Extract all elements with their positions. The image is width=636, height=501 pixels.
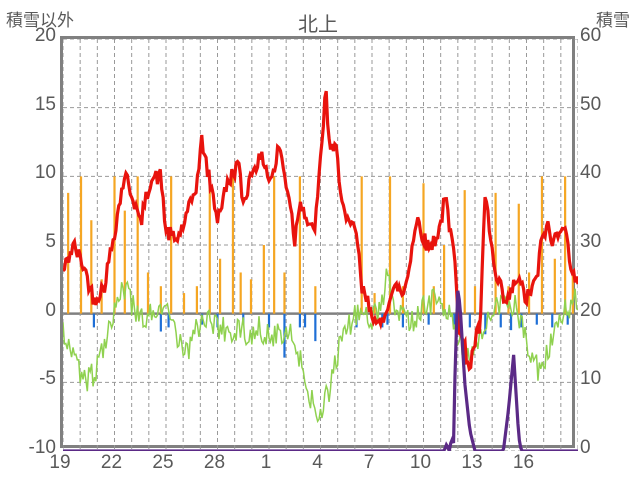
left-y-tick-5: 5: [0, 231, 56, 253]
x-tick-1: 1: [261, 452, 272, 474]
chart-title: 北上: [0, 8, 636, 37]
x-tick-16: 16: [513, 452, 534, 474]
right-y-tick-0: 0: [580, 437, 636, 459]
x-tick-7: 7: [364, 452, 375, 474]
plot-area: [60, 36, 575, 448]
right-y-tick-30: 30: [580, 231, 636, 253]
chart-container: 北上 積雪以外 積雪 20 15 10 5 0 -5 -10 60 50 40 30 20 10 0 19 2…: [0, 0, 636, 501]
x-tick-10: 10: [410, 452, 431, 474]
right-y-tick-20: 20: [580, 300, 636, 322]
right-y-tick-10: 10: [580, 368, 636, 390]
right-y-tick-60: 60: [580, 25, 636, 47]
left-y-tick--10: -10: [0, 437, 56, 459]
x-tick-28: 28: [204, 452, 225, 474]
left-y-tick-0: 0: [0, 300, 56, 322]
x-tick-13: 13: [461, 452, 482, 474]
x-tick-22: 22: [101, 452, 122, 474]
left-y-tick-15: 15: [0, 94, 56, 116]
x-tick-19: 19: [49, 452, 70, 474]
x-tick-25: 25: [152, 452, 173, 474]
left-y-tick--5: -5: [0, 368, 56, 390]
right-y-tick-40: 40: [580, 162, 636, 184]
plot-svg: [63, 39, 578, 451]
x-tick-4: 4: [312, 452, 323, 474]
right-y-tick-50: 50: [580, 94, 636, 116]
left-y-tick-20: 20: [0, 25, 56, 47]
left-y-tick-10: 10: [0, 162, 56, 184]
